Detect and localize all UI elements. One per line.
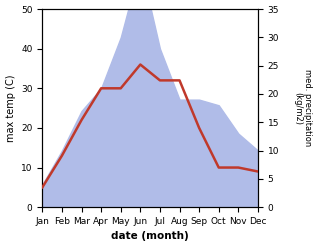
X-axis label: date (month): date (month) bbox=[111, 231, 189, 242]
Y-axis label: max temp (C): max temp (C) bbox=[5, 74, 16, 142]
Y-axis label: med. precipitation
(kg/m2): med. precipitation (kg/m2) bbox=[293, 69, 313, 147]
